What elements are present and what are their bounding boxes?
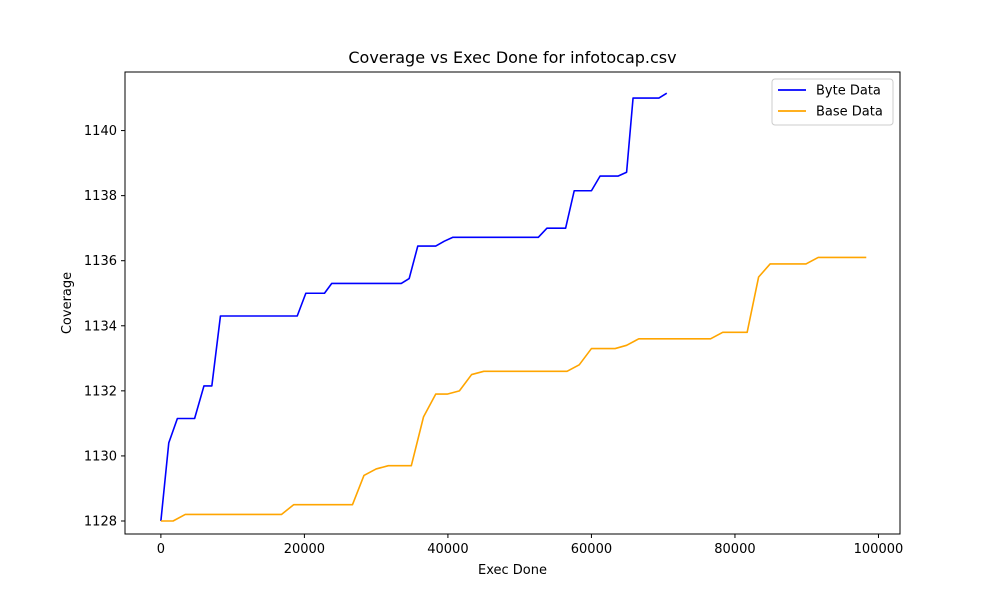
x-tick-label: 60000 [571,542,612,557]
x-tick-label: 0 [157,542,165,557]
y-tick-label: 1138 [84,189,117,204]
x-tick-label: 80000 [714,542,755,557]
y-tick-label: 1128 [84,514,117,529]
x-tick-label: 20000 [284,542,325,557]
legend-label: Byte Data [816,84,881,99]
y-tick-label: 1140 [84,124,117,139]
x-axis-label: Exec Done [478,563,547,578]
y-tick-label: 1134 [84,319,117,334]
x-axis-ticks: 0 20000 40000 60000 80000 100000 [157,534,904,557]
x-tick-label: 40000 [427,542,468,557]
y-axis-ticks: 1128 1130 1132 1134 1136 1138 1140 [84,124,125,529]
x-tick-label: 100000 [854,542,904,557]
series-line-byte-data [160,92,668,522]
chart-title: Coverage vs Exec Done for infotocap.csv [348,48,676,67]
y-axis-label: Coverage [60,272,75,334]
y-tick-label: 1132 [84,384,117,399]
series-layer [160,92,867,522]
legend: Byte Data Base Data [771,78,894,126]
plot-area-frame [124,71,901,535]
y-tick-label: 1136 [84,254,117,269]
legend-label: Base Data [816,105,883,120]
series-line-base-data [160,256,867,522]
y-tick-label: 1130 [84,449,117,464]
